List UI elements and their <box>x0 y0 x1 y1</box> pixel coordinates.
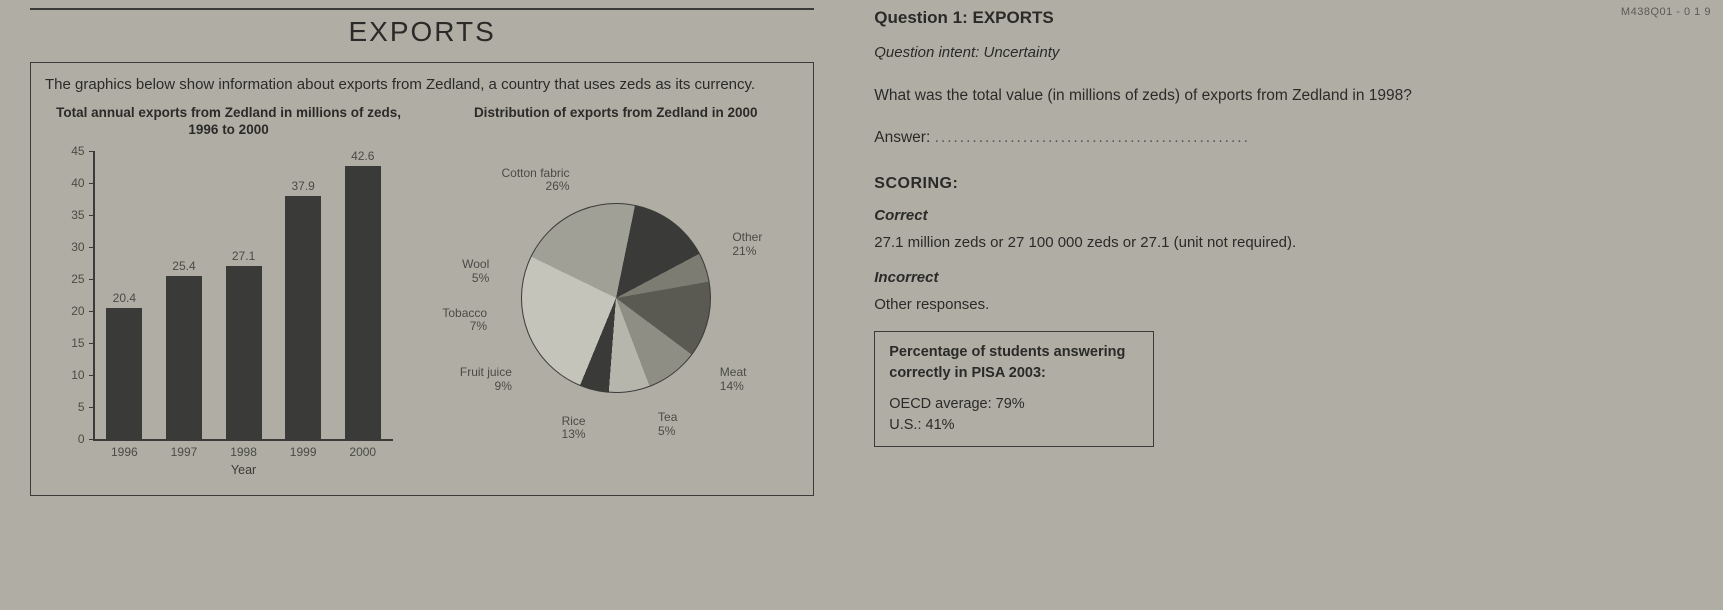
bar-value-label: 42.6 <box>351 149 374 163</box>
answer-blank: ........................................… <box>935 129 1250 146</box>
stats-box: Percentage of students answering correct… <box>874 331 1154 447</box>
y-tick-label: 40 <box>71 176 94 190</box>
bar-value-label: 37.9 <box>291 179 314 193</box>
answer-line: Answer: ................................… <box>874 129 1693 147</box>
question-intent: Question intent: Uncertainty <box>874 44 1693 61</box>
y-tick-label: 0 <box>78 432 95 446</box>
y-tick-label: 10 <box>71 368 94 382</box>
incorrect-text: Other responses. <box>874 296 1693 313</box>
y-tick-label: 30 <box>71 240 94 254</box>
bar: 37.9 <box>285 196 321 439</box>
y-tick-label: 5 <box>78 400 95 414</box>
x-tick-label: 1997 <box>171 445 198 459</box>
answer-label: Answer: <box>874 129 930 146</box>
y-tick-label: 45 <box>71 144 94 158</box>
question-header: Question 1: EXPORTS <box>874 8 1693 28</box>
incorrect-heading: Incorrect <box>874 269 1693 286</box>
pie-slice-label: Tea 5% <box>658 411 677 439</box>
pie-slice-label: Wool 5% <box>462 258 489 286</box>
pie-chart-column: Distribution of exports from Zedland in … <box>432 105 799 485</box>
stats-us: U.S.: 41% <box>889 415 1139 436</box>
bar: 42.6 <box>345 166 381 439</box>
y-tick-label: 20 <box>71 304 94 318</box>
bar-value-label: 25.4 <box>172 259 195 273</box>
bar-chart-column: Total annual exports from Zedland in mil… <box>45 105 412 485</box>
question-text: What was the total value (in millions of… <box>874 85 1693 107</box>
intro-text: The graphics below show information abou… <box>45 75 799 95</box>
bar-value-label: 20.4 <box>113 291 136 305</box>
pie-slice-label: Fruit juice 9% <box>460 366 512 394</box>
x-tick-label: 1996 <box>111 445 138 459</box>
pie-chart-title: Distribution of exports from Zedland in … <box>432 105 799 122</box>
bar-chart-title: Total annual exports from Zedland in mil… <box>45 105 412 139</box>
graphics-box: The graphics below show information abou… <box>30 62 814 496</box>
bar: 20.4 <box>106 308 142 439</box>
page-title: EXPORTS <box>30 16 814 48</box>
bar-value-label: 27.1 <box>232 249 255 263</box>
scoring-heading: SCORING: <box>874 175 1693 193</box>
pie-slice-label: Other 21% <box>732 231 762 259</box>
y-tick-label: 25 <box>71 272 94 286</box>
x-axis-title: Year <box>231 463 256 477</box>
x-tick-label: 1999 <box>290 445 317 459</box>
stats-oecd: OECD average: 79% <box>889 394 1139 415</box>
x-tick-label: 2000 <box>349 445 376 459</box>
x-tick-label: 1998 <box>230 445 257 459</box>
y-tick-label: 35 <box>71 208 94 222</box>
stats-heading: Percentage of students answering correct… <box>889 342 1139 384</box>
item-code: M438Q01 - 0 1 9 <box>1621 6 1711 18</box>
pie-slice-label: Cotton fabric 26% <box>502 167 570 195</box>
bar: 27.1 <box>226 266 262 439</box>
pie-chart: Other 21% Meat 14% Tea 5% Rice 13% Fruit jui… <box>436 128 796 468</box>
bar-chart: 0 5 10 15 20 25 30 35 40 45 20.4 1996 25.4 1997 27.1 19… <box>59 145 399 485</box>
pie-slice-label: Tobacco 7% <box>442 307 487 335</box>
bar: 25.4 <box>166 276 202 439</box>
pie-slice-label: Meat 14% <box>720 366 747 394</box>
pie-slice-label: Rice 13% <box>562 415 586 443</box>
y-tick-label: 15 <box>71 336 94 350</box>
correct-heading: Correct <box>874 207 1693 224</box>
correct-text: 27.1 million zeds or 27 100 000 zeds or … <box>874 234 1693 251</box>
